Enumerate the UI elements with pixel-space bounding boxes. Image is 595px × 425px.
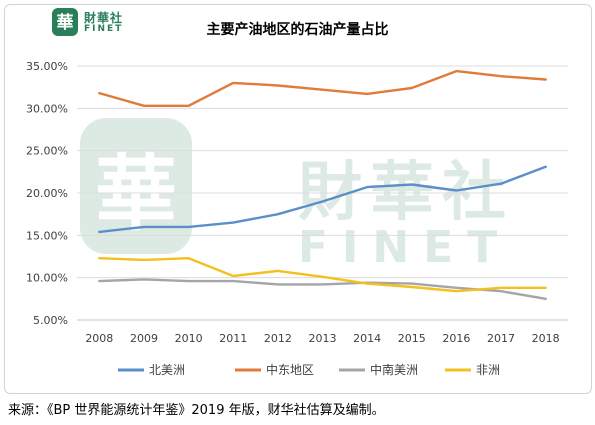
source-note: 来源：《BP 世界能源统计年鉴》2019 年版，财华社估算及编制。 (8, 403, 385, 418)
x-tick-label: 2013 (309, 332, 337, 345)
x-tick-label: 2015 (398, 332, 426, 345)
x-tick-label: 2010 (175, 332, 203, 345)
chart-title: 主要产油地区的石油产量占比 (206, 22, 389, 38)
legend-label: 中南美洲 (370, 362, 418, 377)
y-tick-label: 25.00% (26, 145, 68, 158)
svg-text:華: 華 (57, 13, 74, 33)
series-line (98, 165, 547, 234)
y-tick-label: 15.00% (26, 229, 68, 242)
brand-logo: 華 財華社 FINET (51, 7, 141, 37)
series-line (98, 69, 547, 108)
legend-label: 非洲 (476, 363, 500, 377)
series-line (98, 257, 547, 293)
brand-name-en: FINET (84, 24, 124, 34)
y-tick-label: 20.00% (26, 187, 68, 200)
y-tick-label: 35.00% (26, 60, 68, 73)
x-tick-label: 2017 (487, 332, 515, 345)
x-tick-label: 2012 (264, 332, 292, 345)
x-tick-label: 2008 (85, 332, 113, 345)
watermark: 華財華社FINET (80, 118, 511, 273)
chart-panel: 華 財華社 FINET (4, 4, 592, 394)
x-tick-label: 2018 (532, 332, 560, 345)
y-tick-label: 5.00% (33, 314, 68, 327)
y-tick-label: 30.00% (26, 102, 68, 115)
x-tick-label: 2014 (353, 332, 381, 345)
brand-seal-icon: 華 (52, 8, 78, 36)
watermark-seal-icon (80, 118, 192, 254)
y-tick-label: 10.00% (26, 272, 68, 285)
x-tick-label: 2009 (130, 332, 158, 345)
legend-label: 中东地区 (266, 362, 314, 377)
x-tick-label: 2016 (442, 332, 470, 345)
x-tick-label: 2011 (219, 332, 247, 345)
legend-label: 北美洲 (149, 363, 185, 377)
brand-name-cn: 財華社 (84, 11, 124, 25)
watermark-name-en: FINET (298, 222, 511, 273)
